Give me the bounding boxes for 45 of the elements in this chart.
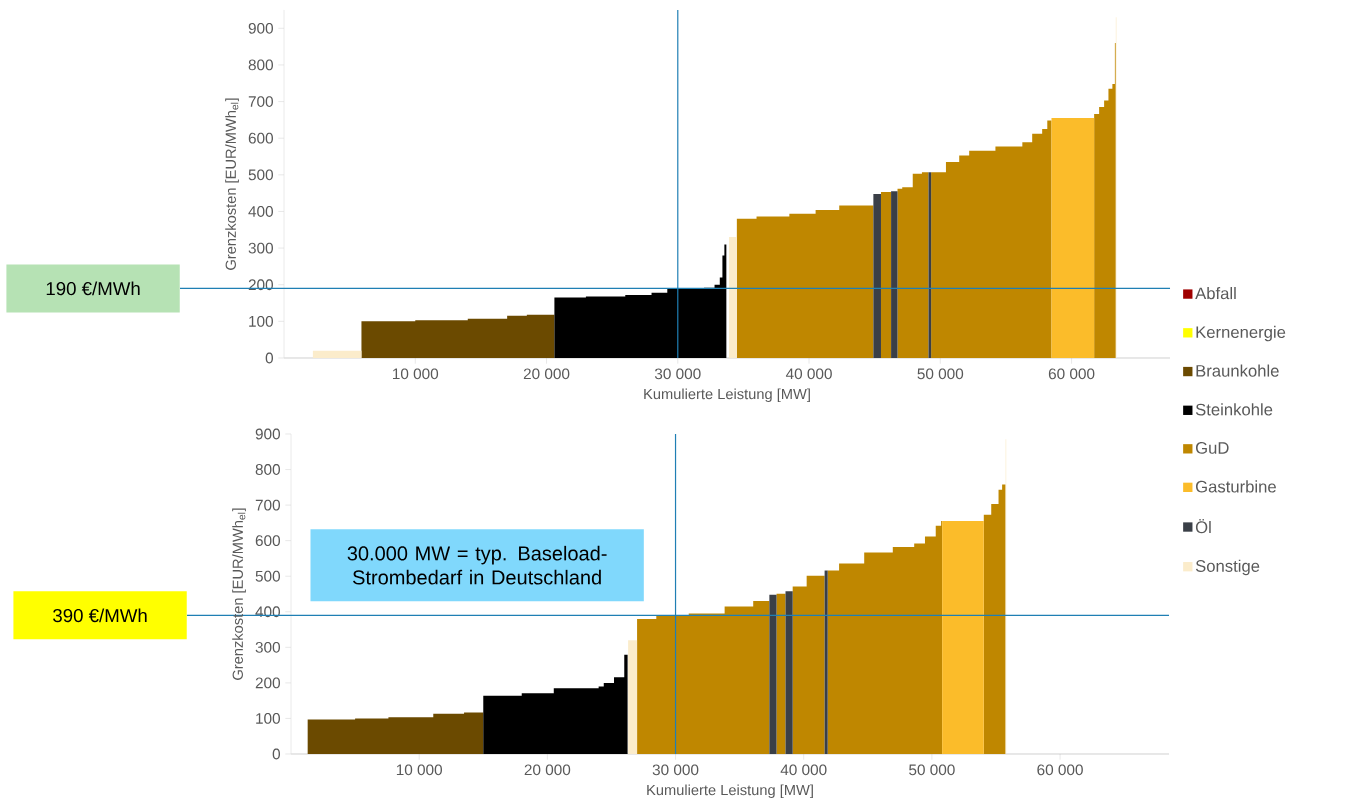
legend-label: Abfall xyxy=(1195,287,1236,300)
legend-label: Steinkohle xyxy=(1195,403,1273,416)
x-axis-title: Kumulierte Leistung [MW] xyxy=(647,784,813,799)
y-tick-label: 300 xyxy=(248,242,273,254)
ref-line-label: 190 €/MWh xyxy=(46,281,140,296)
y-tick-label: 300 xyxy=(255,641,280,653)
y-tick-label: 100 xyxy=(256,713,280,724)
legend-label: Sonstige xyxy=(1195,559,1260,576)
y-tick-label: 600 xyxy=(255,535,280,547)
legend-label: Öl xyxy=(1195,519,1211,534)
legend-label: Braunkohle xyxy=(1196,364,1279,377)
x-tick-label: 40 000 xyxy=(785,368,832,380)
y-tick-label: 800 xyxy=(248,59,273,71)
y-tick-label: 800 xyxy=(255,464,280,475)
y-tick-label: 0 xyxy=(265,352,273,364)
y-tick-label: 200 xyxy=(255,677,280,689)
legend-label: Gasturbine xyxy=(1195,480,1276,493)
y-tick-label: 100 xyxy=(249,315,273,327)
y-tick-label: 600 xyxy=(248,132,273,144)
x-tick-label: 60 000 xyxy=(1037,764,1083,776)
x-axis-title: Kumulierte Leistung [MW] xyxy=(644,388,810,403)
y-tick-label: 500 xyxy=(255,570,280,582)
y-tick-label: 700 xyxy=(255,499,280,511)
x-tick-label: 30 000 xyxy=(652,764,699,776)
y-axis-title: Grenzkosten [EUR/MWh$_{el}$] xyxy=(225,98,239,270)
y-tick-label: 700 xyxy=(248,96,273,107)
x-tick-label: 40 000 xyxy=(780,764,827,776)
x-tick-label: 60 000 xyxy=(1048,368,1095,380)
x-tick-label: 20 000 xyxy=(523,368,570,380)
y-tick-label: 0 xyxy=(272,748,281,760)
y-tick-label: 400 xyxy=(248,206,273,217)
ref-line-label: 390 €/MWh xyxy=(53,608,147,623)
legend-label: GuD xyxy=(1195,442,1229,454)
x-tick-label: 20 000 xyxy=(524,764,571,776)
x-tick-label: 50 000 xyxy=(917,368,964,380)
y-tick-label: 500 xyxy=(248,169,273,181)
y-tick-label: 900 xyxy=(248,22,273,34)
annotation: 30.000 MW = typ. Baseload-Strombedarf in Deutschland xyxy=(347,545,607,585)
y-tick-label: 900 xyxy=(255,428,280,440)
x-tick-label: 10 000 xyxy=(392,368,439,380)
x-tick-label: 10 000 xyxy=(396,764,443,776)
legend-label: Kernenergie xyxy=(1196,325,1286,342)
x-tick-label: 30 000 xyxy=(654,368,701,380)
y-axis-title: Grenzkosten [EUR/MWh$_{el}$] xyxy=(232,508,246,680)
x-tick-label: 50 000 xyxy=(909,764,955,776)
